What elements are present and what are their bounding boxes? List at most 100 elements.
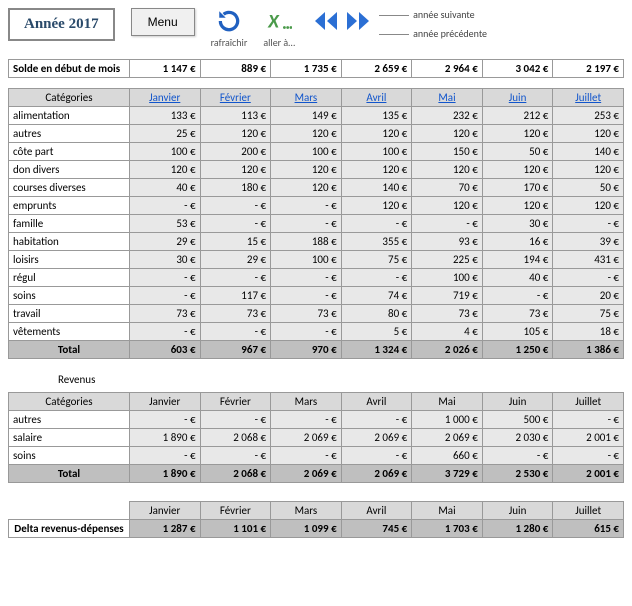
cell-value: 120 € xyxy=(271,179,342,197)
category-label: alimentation xyxy=(9,107,130,125)
cell-value: 133 € xyxy=(129,107,200,125)
month-link[interactable]: Avril xyxy=(366,91,386,104)
categories-header: Catégories xyxy=(9,89,130,107)
cell-value: 120 € xyxy=(200,125,271,143)
table-row: autres25 €120 €120 €120 €120 €120 €120 € xyxy=(9,125,624,143)
cell-value: 120 € xyxy=(553,125,624,143)
cell-value: 120 € xyxy=(271,125,342,143)
solde-table: Solde en début de mois 1 147 € 889 € 1 7… xyxy=(8,59,624,78)
category-label: famille xyxy=(9,215,130,233)
cell-value: - € xyxy=(341,411,412,429)
category-label: don divers xyxy=(9,161,130,179)
cell-value: 431 € xyxy=(553,251,624,269)
table-row: don divers120 €120 €120 €120 €120 €120 €… xyxy=(9,161,624,179)
excel-icon: X xyxy=(266,8,292,34)
cell-value: 40 € xyxy=(129,179,200,197)
cell-value: 170 € xyxy=(482,179,553,197)
cell-value: 74 € xyxy=(341,287,412,305)
year-box: Année 2017 xyxy=(8,8,115,41)
cell-value: - € xyxy=(200,323,271,341)
cell-value: 93 € xyxy=(412,233,483,251)
expenses-table: Catégories Janvier Février Mars Avril Ma… xyxy=(8,88,624,359)
table-row: salaire1 890 €2 068 €2 069 €2 069 €2 069… xyxy=(9,429,624,447)
cell-value: 80 € xyxy=(341,305,412,323)
solde-label: Solde en début de mois xyxy=(9,60,130,78)
revenus-section-label: Revenus xyxy=(58,373,624,386)
cell-value: - € xyxy=(553,215,624,233)
cell-value: - € xyxy=(200,197,271,215)
table-row: alimentation133 €113 €149 €135 €232 €212… xyxy=(9,107,624,125)
category-label: courses diverses xyxy=(9,179,130,197)
expenses-total-row: Total 603 € 967 € 970 € 1 324 € 2 026 € … xyxy=(9,341,624,359)
month-link[interactable]: Mars xyxy=(295,91,318,104)
cell-value: 16 € xyxy=(482,233,553,251)
month-link[interactable]: Juillet xyxy=(575,91,601,104)
cell-value: - € xyxy=(129,269,200,287)
cell-value: 15 € xyxy=(200,233,271,251)
category-label: côte part xyxy=(9,143,130,161)
category-label: soins xyxy=(9,447,130,465)
cell-value: 140 € xyxy=(341,179,412,197)
month-link[interactable]: Juin xyxy=(509,91,527,104)
month-link[interactable]: Janvier xyxy=(149,91,180,104)
cell-value: 1 890 € xyxy=(129,429,200,447)
cell-value: - € xyxy=(271,411,342,429)
month-link[interactable]: Février xyxy=(220,91,251,104)
category-label: travail xyxy=(9,305,130,323)
cell-value: 2 001 € xyxy=(553,429,624,447)
category-label: soins xyxy=(9,287,130,305)
cell-value: 120 € xyxy=(482,161,553,179)
next-year-icon[interactable] xyxy=(343,8,373,34)
refresh-icon xyxy=(216,8,242,34)
cell-value: - € xyxy=(129,287,200,305)
delta-table: Janvier Février Mars Avril Mai Juin Juil… xyxy=(8,501,624,538)
cell-value: 73 € xyxy=(412,305,483,323)
cell-value: - € xyxy=(129,447,200,465)
next-year-label: année suivante xyxy=(379,8,487,21)
category-label: loisirs xyxy=(9,251,130,269)
cell-value: 100 € xyxy=(341,143,412,161)
cell-value: 355 € xyxy=(341,233,412,251)
revenus-total-row: Total 1 890 € 2 068 € 2 069 € 2 069 € 3 … xyxy=(9,465,624,483)
year-label: Année 2017 xyxy=(24,16,99,32)
table-row: famille53 €- €- €- €- €30 €- € xyxy=(9,215,624,233)
goto-tool[interactable]: X aller à… xyxy=(263,8,295,49)
table-row: travail73 €73 €73 €80 €73 €73 €75 € xyxy=(9,305,624,323)
cell-value: 70 € xyxy=(412,179,483,197)
month-link[interactable]: Mai xyxy=(438,91,455,104)
cell-value: 105 € xyxy=(482,323,553,341)
revenus-header-row: Catégories Janvier Février Mars Avril Ma… xyxy=(9,393,624,411)
expenses-header-row: Catégories Janvier Février Mars Avril Ma… xyxy=(9,89,624,107)
cell-value: 117 € xyxy=(200,287,271,305)
delta-header-row: Janvier Février Mars Avril Mai Juin Juil… xyxy=(9,502,624,520)
cell-value: 212 € xyxy=(482,107,553,125)
cell-value: - € xyxy=(271,215,342,233)
table-row: vêtements- €- €- €5 €4 €105 €18 € xyxy=(9,323,624,341)
cell-value: 20 € xyxy=(553,287,624,305)
prev-year-icon[interactable] xyxy=(311,8,341,34)
cell-value: 120 € xyxy=(200,161,271,179)
cell-value: 4 € xyxy=(412,323,483,341)
cell-value: 150 € xyxy=(412,143,483,161)
cell-value: 500 € xyxy=(482,411,553,429)
cell-value: - € xyxy=(129,323,200,341)
cell-value: - € xyxy=(129,197,200,215)
cell-value: 232 € xyxy=(412,107,483,125)
cell-value: 40 € xyxy=(482,269,553,287)
table-row: soins- €117 €- €74 €719 €- €20 € xyxy=(9,287,624,305)
cell-value: 120 € xyxy=(271,161,342,179)
cell-value: 39 € xyxy=(553,233,624,251)
refresh-tool[interactable]: rafraîchir xyxy=(211,8,248,49)
cell-value: 50 € xyxy=(482,143,553,161)
cell-value: 75 € xyxy=(341,251,412,269)
cell-value: 2 030 € xyxy=(482,429,553,447)
menu-button[interactable]: Menu xyxy=(131,8,195,36)
cell-value: 180 € xyxy=(200,179,271,197)
cell-value: 2 069 € xyxy=(271,429,342,447)
cell-value: 50 € xyxy=(553,179,624,197)
cell-value: 120 € xyxy=(341,161,412,179)
cell-value: 225 € xyxy=(412,251,483,269)
cell-value: 73 € xyxy=(271,305,342,323)
cell-value: - € xyxy=(341,215,412,233)
cell-value: 135 € xyxy=(341,107,412,125)
